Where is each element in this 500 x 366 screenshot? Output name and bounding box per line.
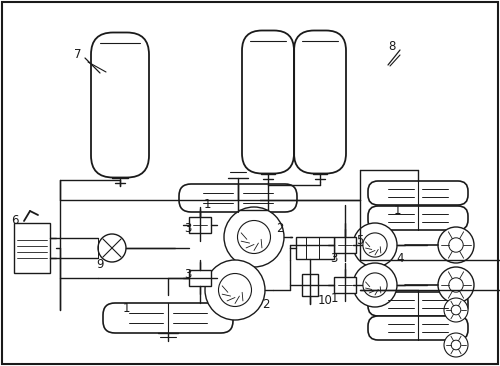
Text: 4: 4	[396, 251, 404, 265]
Circle shape	[444, 298, 468, 322]
FancyBboxPatch shape	[294, 30, 346, 173]
Circle shape	[205, 260, 265, 320]
Circle shape	[353, 223, 397, 267]
Text: 2: 2	[276, 221, 284, 235]
Bar	[189, 270, 211, 286]
Circle shape	[451, 305, 461, 315]
Bar	[334, 277, 356, 293]
Bar	[296, 237, 334, 259]
FancyBboxPatch shape	[91, 33, 149, 178]
Circle shape	[363, 233, 387, 257]
Bar	[302, 274, 318, 296]
FancyBboxPatch shape	[179, 184, 297, 212]
FancyBboxPatch shape	[368, 181, 468, 205]
Circle shape	[353, 263, 397, 307]
Text: 8: 8	[388, 41, 396, 53]
Text: 3: 3	[184, 269, 192, 281]
FancyBboxPatch shape	[368, 292, 468, 316]
Circle shape	[438, 267, 474, 303]
Text: 2: 2	[262, 298, 270, 310]
Text: 1: 1	[330, 291, 338, 305]
Text: 3: 3	[184, 221, 192, 235]
Text: 6: 6	[11, 213, 19, 227]
FancyBboxPatch shape	[368, 206, 468, 230]
Circle shape	[451, 340, 461, 350]
Text: 7: 7	[74, 49, 82, 61]
Text: 10: 10	[318, 294, 332, 306]
Circle shape	[449, 238, 463, 252]
Text: 5: 5	[356, 234, 364, 246]
Bar	[189, 217, 211, 233]
Text: 1: 1	[203, 198, 211, 212]
Circle shape	[238, 220, 270, 254]
Text: 9: 9	[96, 258, 104, 272]
FancyBboxPatch shape	[103, 303, 233, 333]
Text: 1: 1	[122, 302, 130, 314]
Circle shape	[449, 278, 463, 292]
Circle shape	[438, 227, 474, 263]
Circle shape	[98, 234, 126, 262]
Text: 1: 1	[393, 203, 401, 217]
Bar	[334, 237, 356, 253]
Text: 3: 3	[330, 251, 338, 265]
Circle shape	[444, 333, 468, 357]
Circle shape	[218, 273, 252, 306]
FancyBboxPatch shape	[368, 316, 468, 340]
Circle shape	[224, 207, 284, 267]
Circle shape	[363, 273, 387, 297]
Bar	[14, 223, 50, 273]
FancyBboxPatch shape	[242, 30, 294, 173]
